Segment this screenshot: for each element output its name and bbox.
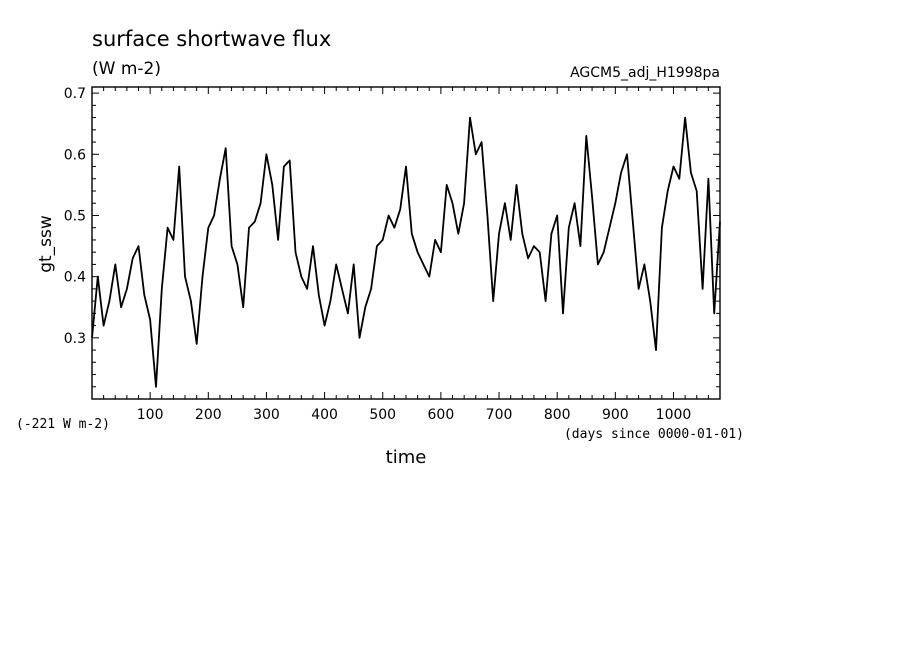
plot-frame [91,86,721,400]
offset-label: (-221 W m-2) [16,417,110,432]
y-tick-label: 0.7 [64,86,86,102]
y-tick-labels: 0.3 0.4 0.5 0.6 0.7 [64,86,86,347]
run-label: AGCM5_adj_H1998pa [570,65,720,81]
x-tick-label: 1000 [656,407,692,423]
y-tick-label: 0.6 [64,147,86,163]
x-tick-label: 400 [311,407,338,423]
x-tick-label: 800 [544,407,571,423]
y-axis-label: gt_ssw [36,215,56,273]
chart-title: surface shortwave flux [92,27,331,51]
x-tick-label: 700 [486,407,513,423]
chart-units: (W m-2) [92,59,161,79]
x-tick-label: 600 [428,407,455,423]
x-tick-label: 100 [137,407,164,423]
x-axis-label: time [386,447,427,468]
x-tick-label: 200 [195,407,222,423]
x-tick-label: 500 [369,407,396,423]
y-tick-label: 0.3 [64,331,86,347]
series-line [91,116,721,388]
data-series [91,116,721,388]
x-tick-label: 900 [602,407,629,423]
y-tick-label: 0.4 [64,270,86,286]
axis-ticks [92,87,720,399]
x-units-label: (days since 0000-01-01) [564,427,744,442]
x-tick-label: 300 [253,407,280,423]
x-tick-labels: 100 200 300 400 500 600 700 800 900 1000 [137,407,692,423]
y-tick-label: 0.5 [64,208,86,224]
